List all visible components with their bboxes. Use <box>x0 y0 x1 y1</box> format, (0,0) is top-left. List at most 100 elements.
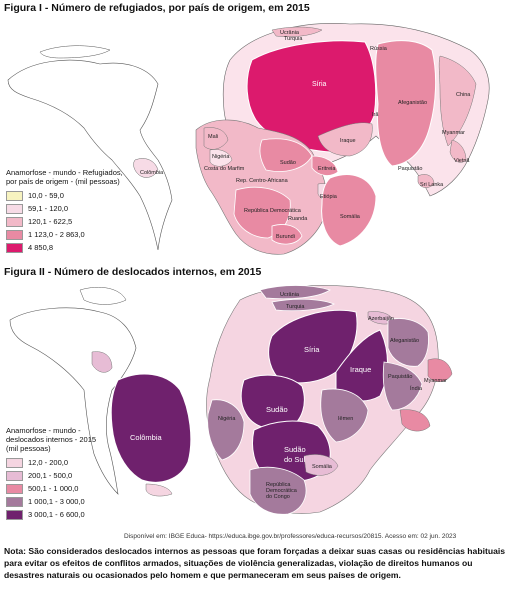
somalia-region <box>321 174 377 247</box>
iraq-region <box>317 122 373 157</box>
note-text: Nota: São considerados deslocados intern… <box>4 546 506 580</box>
legend1-title-line1: Anamorfose - mundo - Refugiados, <box>6 168 123 177</box>
legend2-title-line2: deslocados internos - 2015 <box>6 435 97 444</box>
label-etiopia: Etiópia <box>320 194 338 200</box>
canada-arctic <box>39 45 111 59</box>
figure1-legend-swatch <box>6 229 23 240</box>
label2-rep-2: Democrática <box>266 488 298 494</box>
china-region <box>438 55 477 147</box>
label2-iemen: Iêmen <box>338 416 353 422</box>
figure1-legend-label: 59,1 - 120,0 <box>28 204 69 213</box>
label-vietna: Vietnã <box>454 158 470 164</box>
label-eritreia: Eritreia <box>318 166 336 172</box>
label-ucrania: Ucrânia <box>280 30 300 36</box>
figure1-legend-item: 10,0 - 59,0 <box>6 189 123 202</box>
label2-rep-3: do Congo <box>266 494 290 500</box>
figure1-legend-swatch <box>6 216 23 227</box>
srilanka-region <box>417 174 435 188</box>
label-ira: Irã <box>372 112 379 118</box>
figure1-legend-label: 120,1 - 622,5 <box>28 217 73 226</box>
label2-afeganistao: Afeganistão <box>390 338 419 344</box>
label-paquistao: Paquistão <box>398 166 422 172</box>
label-rep-centro-africana: Rep. Centro-Africana <box>236 178 289 184</box>
legend1-title-line2: por país de origem - (mil pessoas) <box>6 177 120 186</box>
figure2-legend-swatch <box>6 457 23 468</box>
afghanistan-region-2 <box>387 318 429 367</box>
figure2-legend: Anamorfose - mundo - deslocados internos… <box>6 426 96 521</box>
turkey-region-2 <box>271 298 336 312</box>
label2-iraque: Iraque <box>350 365 371 374</box>
label-costa-marfim: Costa do Marfim <box>204 166 245 172</box>
afghanistan-region <box>375 40 437 167</box>
figure2-legend-label: 200,1 - 500,0 <box>28 471 73 480</box>
yemen-region-2 <box>320 388 369 443</box>
label-turquia: Turquia <box>284 36 303 42</box>
figure1-legend: Anamorfose - mundo - Refugiados, por paí… <box>6 168 123 254</box>
label-srilanka: Sri Lanka <box>420 182 444 188</box>
label2-turquia: Turquia <box>286 304 305 310</box>
figure1-legend-item: 1 123,0 - 2 863,0 <box>6 228 123 241</box>
figure2-legend-label: 500,1 - 1 000,0 <box>28 484 79 493</box>
figure2-legend-item: 200,1 - 500,0 <box>6 469 96 482</box>
refugees-cartogram-map: Ucrânia Turquia Síria Rússia China Afega… <box>7 23 490 255</box>
ukraine-region-2 <box>259 285 331 300</box>
figure2-legend-swatch <box>6 470 23 481</box>
drc-region-2 <box>249 466 307 515</box>
label-myanmar: Myanmar <box>442 130 465 136</box>
label2-ucrania: Ucrânia <box>280 292 300 298</box>
label2-sudao: Sudão <box>266 405 288 414</box>
peru-strip-2 <box>145 483 173 497</box>
legend2-title-line3: (mil pessoas) <box>6 444 51 453</box>
ukraine-region <box>271 26 323 37</box>
idp-cartogram-map: Ucrânia Turquia Azerbaijão Síria Iraque … <box>9 285 453 515</box>
india-region-2 <box>399 409 431 432</box>
label2-india: Índia <box>410 385 423 392</box>
label-russia: Rússia <box>370 46 388 52</box>
figure1-legend-item: 4 850,8 <box>6 241 123 254</box>
figure1-legend-item: 120,1 - 622,5 <box>6 215 123 228</box>
label2-colombia: Colômbia <box>130 433 163 442</box>
eritrea-region <box>311 155 339 176</box>
mexico-region-2 <box>91 351 113 373</box>
somalia-region-2 <box>303 454 339 476</box>
label-colombia-1: Colômbia <box>140 170 164 176</box>
figure1-legend-label: 4 850,8 <box>28 243 54 252</box>
myanmar-region-2 <box>427 358 453 382</box>
figure2-legend-item: 500,1 - 1 000,0 <box>6 482 96 495</box>
figure1-title: Figura I - Número de refugiados, por paí… <box>4 2 310 14</box>
figure1-legend-swatch <box>6 242 23 253</box>
label2-paquistao: Paquistão <box>388 374 412 380</box>
figure1-legend-item: 59,1 - 120,0 <box>6 202 123 215</box>
figure1-legend-swatch <box>6 190 23 201</box>
label-iraque: Iraque <box>340 138 356 144</box>
figure1-legend-swatch <box>6 203 23 214</box>
americas-outline <box>7 59 173 251</box>
mali-region <box>203 127 229 150</box>
figure1-legend-label: 1 123,0 - 2 863,0 <box>28 230 85 239</box>
colombia-region-2 <box>110 373 192 483</box>
label-ruanda: Ruanda <box>288 216 308 222</box>
figure2-legend-label: 1 000,1 - 3 000,0 <box>28 497 85 506</box>
label-burundi: Burundi <box>276 234 295 240</box>
figure2-legend-swatch <box>6 509 23 520</box>
label2-azerbaijao: Azerbaijão <box>368 316 394 322</box>
colombia-region <box>133 158 159 178</box>
figure2-title: Figura II - Número de deslocados interno… <box>4 266 262 278</box>
figure1-legend-label: 10,0 - 59,0 <box>28 191 64 200</box>
figure2-legend-label: 3 000,1 - 6 600,0 <box>28 510 85 519</box>
legend2-title-line1: Anamorfose - mundo - <box>6 426 81 435</box>
label-china: China <box>456 92 471 98</box>
label-somalia: Somália <box>340 214 361 220</box>
figure2-legend-swatch <box>6 483 23 494</box>
label2-myanmar: Myanmar <box>424 378 447 384</box>
figure2-legend-item: 1 000,1 - 3 000,0 <box>6 495 96 508</box>
source-citation: Disponível em: IBGE Educa- https://educa… <box>124 533 457 540</box>
nigeria-region-2 <box>207 399 245 461</box>
label-sudao: Sudão <box>280 160 296 166</box>
figure2-legend-swatch <box>6 496 23 507</box>
label2-sudao-sul-2: do Sul <box>284 455 306 464</box>
label-nigeria: Nigéria <box>212 154 230 160</box>
greenland-2 <box>79 287 127 305</box>
nigeria-region <box>209 149 233 167</box>
label-siria: Síria <box>312 81 327 88</box>
